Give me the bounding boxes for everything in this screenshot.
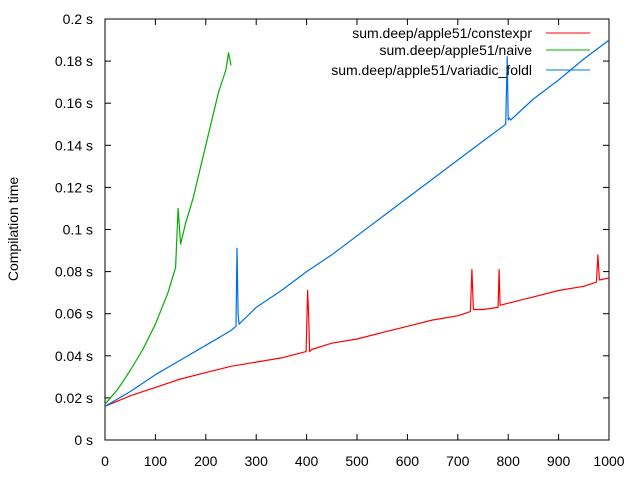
x-tick-label: 400 <box>295 453 319 469</box>
y-tick-label: 0.04 s <box>55 348 93 364</box>
y-tick-label: 0.14 s <box>55 137 93 153</box>
series-constexpr-line <box>104 254 610 407</box>
x-tick-label: 900 <box>547 453 571 469</box>
x-tick-label: 500 <box>345 453 369 469</box>
y-tick-label: 0 s <box>74 432 93 448</box>
y-tick-label: 0.06 s <box>55 306 93 322</box>
series-variadic-foldl-line <box>104 39 610 407</box>
y-tick-label: 0.2 s <box>63 11 93 27</box>
y-tick-label: 0.16 s <box>55 95 93 111</box>
legend-label-constexpr: sum.deep/apple51/constexpr <box>352 25 532 41</box>
x-tick-label: 700 <box>446 453 470 469</box>
x-tick-label: 200 <box>194 453 218 469</box>
legend-label-naive: sum.deep/apple51/naive <box>379 42 532 58</box>
series-lines <box>104 39 610 407</box>
x-tick-label: 1000 <box>593 453 624 469</box>
y-axis-title: Compilation time <box>5 177 21 281</box>
x-tick-label: 100 <box>144 453 168 469</box>
plot-frame <box>104 18 610 441</box>
legend: sum.deep/apple51/constexpr sum.deep/appl… <box>331 25 590 78</box>
x-tick-label: 800 <box>497 453 521 469</box>
y-axis-ticks: 0 s 0.02 s 0.04 s 0.06 s 0.08 s 0.1 s 0.12 s 0.… <box>55 11 609 448</box>
legend-label-variadic-foldl: sum.deep/apple51/variadic_foldl <box>331 62 532 78</box>
y-tick-label: 0.18 s <box>55 53 93 69</box>
y-tick-label: 0.08 s <box>55 264 93 280</box>
y-tick-label: 0.12 s <box>55 179 93 195</box>
y-tick-label: 0.1 s <box>63 222 93 238</box>
x-tick-label: 300 <box>245 453 269 469</box>
series-naive-line <box>104 52 232 405</box>
x-tick-label: 600 <box>396 453 420 469</box>
x-axis-ticks: 0 100 200 300 400 500 600 700 800 900 1000 <box>101 19 625 469</box>
y-tick-label: 0.02 s <box>55 390 93 406</box>
x-tick-label: 0 <box>101 453 109 469</box>
